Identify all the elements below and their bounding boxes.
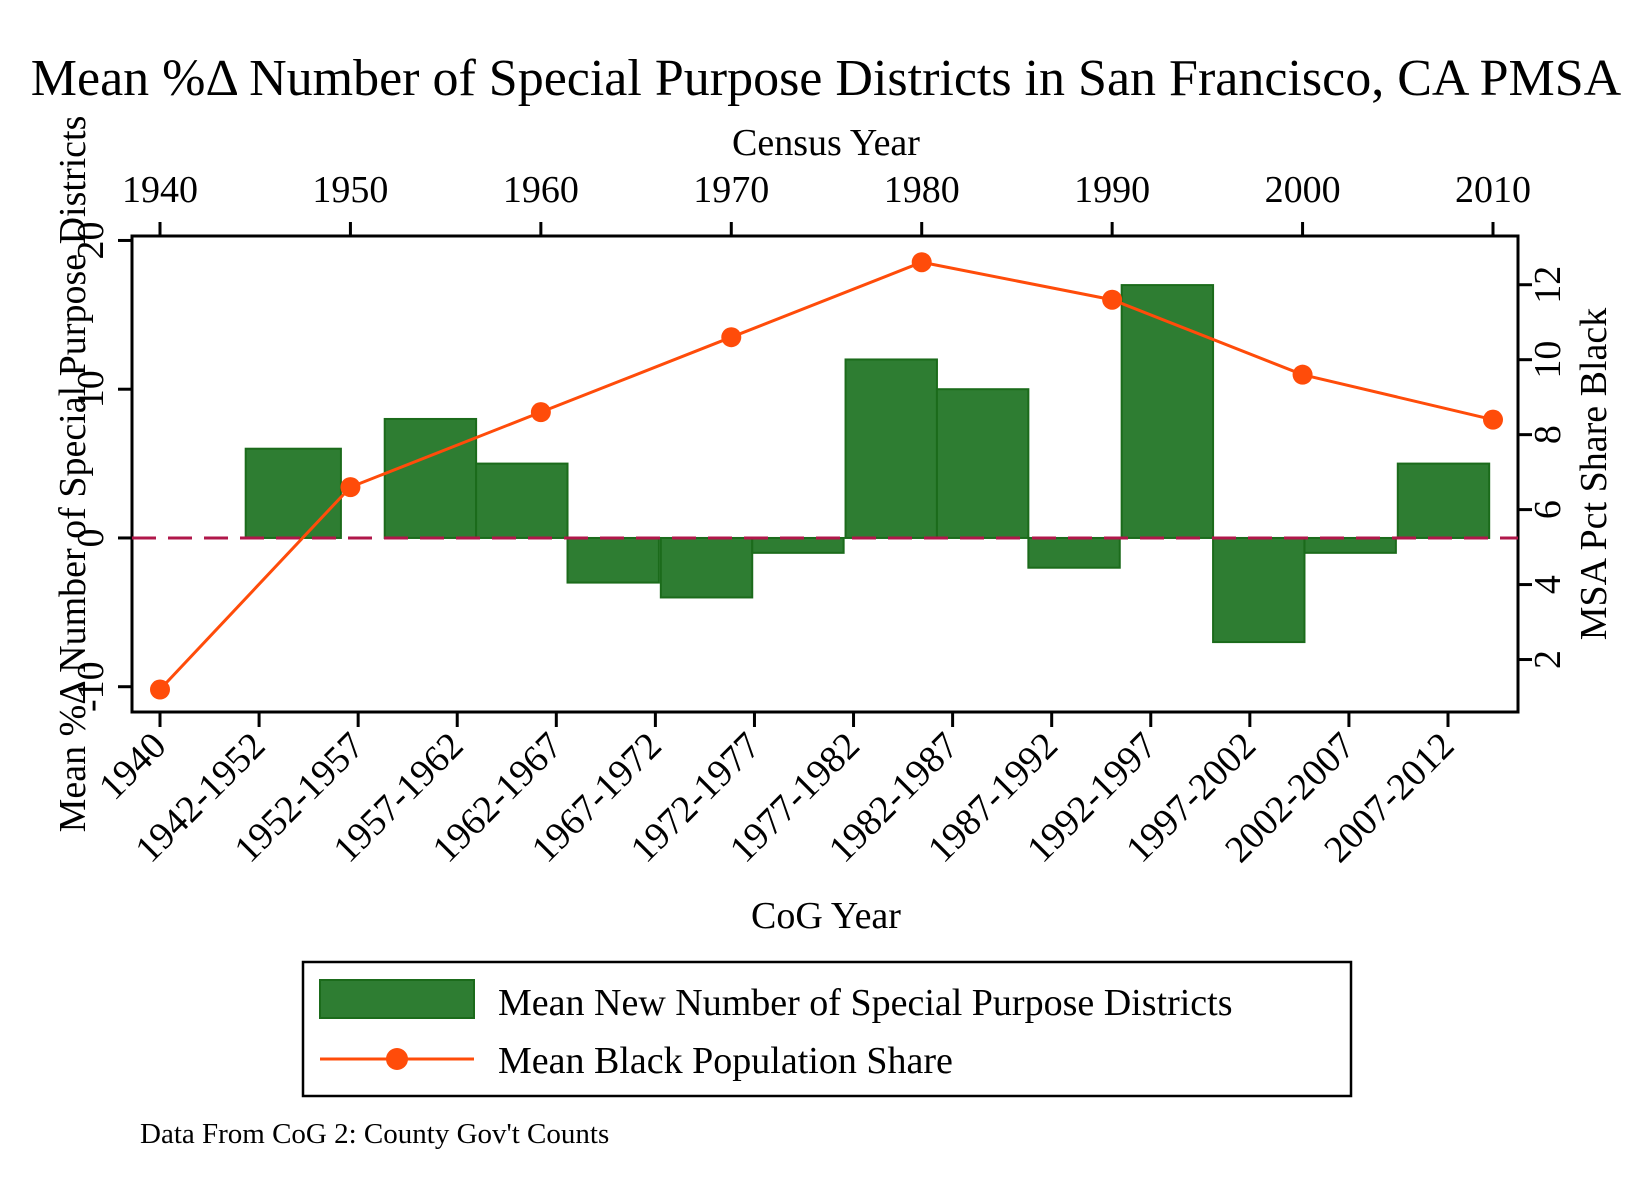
left-tick-label: 20 — [70, 221, 112, 259]
right-tick-label: 12 — [1527, 266, 1569, 304]
data-point — [530, 402, 551, 423]
series-line — [158, 260, 1494, 691]
top-tick-label: 2000 — [1265, 169, 1341, 211]
bar — [659, 536, 754, 599]
top-axis-ticks: 1940 1950 1960 1970 1980 1990 2000 2010 — [122, 169, 1531, 236]
right-tick-label: 10 — [1527, 341, 1569, 379]
bottom-axis-title: CoG Year — [751, 895, 901, 937]
bar — [1120, 284, 1215, 539]
right-axis-title: MSA Pct Share Black — [1573, 308, 1615, 640]
bar-series — [244, 284, 1491, 644]
bar — [1212, 536, 1306, 644]
right-tick-label: 8 — [1527, 425, 1569, 444]
top-tick-label: 1990 — [1074, 169, 1150, 211]
top-tick-label: 1940 — [122, 169, 198, 211]
plot-frame — [130, 234, 1520, 714]
legend-bar-label: Mean New Number of Special Purpose Distr… — [498, 982, 1233, 1024]
data-point — [911, 252, 932, 273]
right-tick-label: 6 — [1527, 500, 1569, 519]
bar — [935, 388, 1030, 539]
bar — [1027, 536, 1121, 569]
bar — [1396, 462, 1491, 539]
bottom-tick-label: 1940 — [91, 725, 174, 808]
data-point — [1102, 289, 1123, 310]
top-tick-label: 2010 — [1455, 169, 1531, 211]
top-tick-label: 1970 — [693, 169, 769, 211]
bar — [751, 536, 845, 554]
bar — [244, 447, 342, 539]
bar — [566, 536, 660, 584]
data-source-note: Data From CoG 2: County Gov't Counts — [140, 1118, 609, 1150]
legend-box — [301, 960, 1353, 1098]
bar — [475, 462, 569, 539]
left-tick-label: 10 — [70, 370, 112, 408]
right-tick-label: 2 — [1527, 650, 1569, 669]
left-tick-label: -10 — [70, 661, 112, 712]
data-point — [340, 477, 361, 498]
right-tick-label: 4 — [1527, 575, 1569, 594]
legend-bar-swatch — [319, 979, 475, 1019]
left-axis-title: Mean %Δ Number of Special Purpose Distri… — [52, 116, 94, 833]
bar — [383, 417, 478, 539]
legend-line-label: Mean Black Population Share — [498, 1040, 953, 1082]
top-tick-label: 1960 — [503, 169, 579, 211]
left-axis-ticks: -10 0 10 20 — [70, 221, 132, 712]
bar — [1303, 536, 1397, 554]
legend-line-marker — [386, 1048, 408, 1070]
data-point — [1292, 364, 1313, 385]
data-point — [721, 327, 742, 348]
data-point — [1483, 409, 1503, 430]
top-tick-label: 1980 — [884, 169, 960, 211]
chart-title: Mean %Δ Number of Special Purpose Distri… — [31, 50, 1622, 107]
left-tick-label: 0 — [70, 528, 112, 547]
right-axis-ticks: 2 4 6 8 10 12 — [1518, 266, 1569, 669]
bottom-axis-ticks: 19401942-19521952-19571957-19621962-1967… — [91, 712, 1462, 871]
data-point — [150, 679, 170, 700]
legend: Mean New Number of Special Purpose Distr… — [301, 960, 1353, 1098]
top-axis-title: Census Year — [732, 122, 920, 164]
top-tick-label: 1950 — [312, 169, 388, 211]
bar — [844, 358, 938, 539]
line-series — [150, 252, 1503, 700]
